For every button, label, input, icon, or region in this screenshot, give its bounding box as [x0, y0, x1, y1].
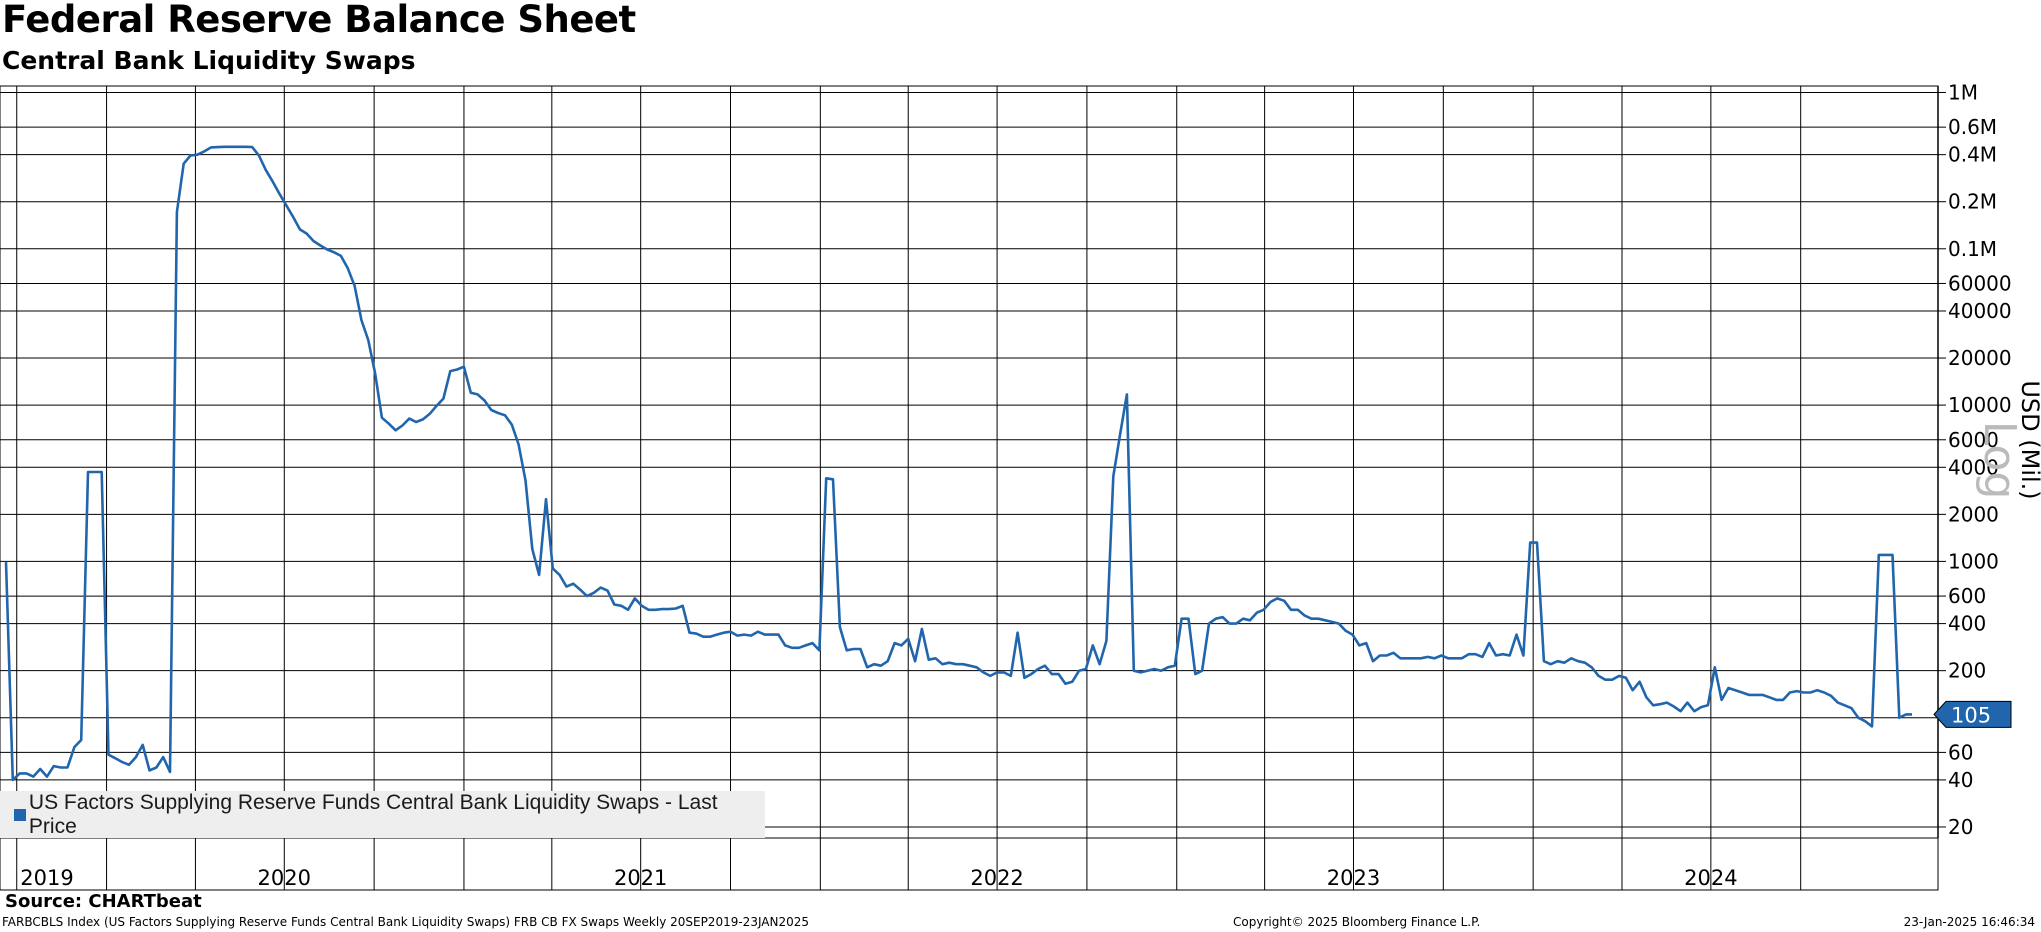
legend: US Factors Supplying Reserve Funds Centr… [0, 791, 765, 838]
y-tick-label: 0.4M [1948, 143, 1997, 167]
y-axis-label: USD (Mil.) [2016, 380, 2041, 499]
x-year-label: 2021 [614, 866, 667, 890]
y-tick-label: 2000 [1948, 502, 1999, 526]
y-tick-label: 40000 [1948, 299, 2012, 323]
y-tick-label: 0.1M [1948, 237, 1997, 261]
y-tick-label: 600 [1948, 584, 1986, 608]
legend-swatch [14, 808, 26, 821]
grid-lines [0, 86, 1938, 890]
x-year-label: 2022 [970, 866, 1023, 890]
last-value-label: 105 [1951, 703, 1991, 727]
y-tick-label: 60000 [1948, 271, 2012, 295]
y-tick-label: 40 [1948, 768, 1973, 792]
chart-title: Federal Reserve Balance Sheet [2, 0, 636, 41]
year-axis-frame [0, 837, 1939, 891]
series-layer [4, 145, 1912, 782]
footer-copyright: Copyright© 2025 Bloomberg Finance L.P. [1233, 915, 1481, 929]
y-tick-label: 20000 [1948, 346, 2012, 370]
y-tick-label: 60 [1948, 740, 1973, 764]
y-tick-label: 0.6M [1948, 115, 1997, 139]
y-tick-label: 0.2M [1948, 190, 1997, 214]
y-tick-label: 20 [1948, 815, 1973, 839]
series-line [4, 145, 1912, 782]
log-scale-watermark: Log [1974, 421, 2025, 500]
footer-timestamp: 23-Jan-2025 16:46:34 [1903, 915, 2035, 929]
x-year-label: 2019 [20, 866, 73, 890]
plot-frame [0, 85, 1939, 839]
y-tick-label: 1M [1948, 80, 1978, 104]
y-tick-label: 10000 [1948, 393, 2012, 417]
footer-index-description: FARBCBLS Index (US Factors Supplying Res… [2, 915, 809, 929]
y-tick-label: 200 [1948, 659, 1986, 683]
last-value-tag [1933, 700, 2012, 728]
x-year-label: 2020 [258, 866, 311, 890]
source-note: Source: CHARTbeat [5, 891, 202, 912]
x-year-label: 2023 [1327, 866, 1380, 890]
legend-label: US Factors Supplying Reserve Funds Centr… [28, 790, 718, 838]
y-tick-label: 4000 [1948, 455, 1999, 479]
y-tick-label: 1000 [1948, 549, 1999, 573]
x-axis-year-labels: 2019 2020 2021 2022 2023 2024 [20, 866, 1737, 890]
last-value-marker: 105 [1933, 700, 2012, 728]
y-axis-ticks: 1M 0.6M 0.4M 0.2M 0.1M 60000 40000 20000 10000 60… [1938, 80, 2012, 839]
x-year-label: 2024 [1684, 866, 1737, 890]
y-tick-label: 6000 [1948, 428, 1999, 452]
chart-subtitle: Central Bank Liquidity Swaps [2, 46, 416, 75]
y-tick-label: 400 [1948, 612, 1986, 636]
